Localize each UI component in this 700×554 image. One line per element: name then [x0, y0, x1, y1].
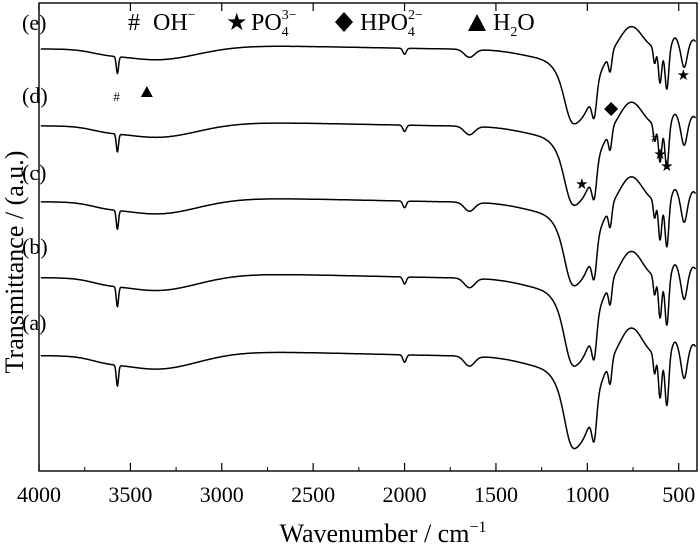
legend-triangle-marker: [468, 14, 486, 31]
legend-hash-marker: #: [128, 10, 140, 36]
annotation-hash: #: [113, 89, 120, 104]
legend-label: HPO2− 4: [360, 8, 423, 40]
series-label-a: (a): [22, 310, 46, 335]
y-axis-title: Transmittance / (a.u.): [0, 151, 29, 374]
x-axis-title: Wavenumber / cm−1: [280, 519, 487, 548]
plot-border: [38, 2, 698, 472]
spectrum-line-d: [40, 101, 697, 207]
annotation-star: ★: [660, 159, 673, 175]
x-tick-label: 4000: [17, 482, 61, 507]
annotation-star: ★: [677, 68, 690, 84]
x-tick-label: 3500: [108, 482, 152, 507]
legend-label-sub: 4: [282, 25, 289, 40]
legend-label-sup: −: [188, 8, 196, 23]
legend: # OH− ★ PO3− 4 HPO2− 4 H2O: [128, 8, 535, 40]
x-axis-title-text: Wavenumber / cm: [280, 519, 470, 548]
x-tick-label: 2500: [291, 482, 335, 507]
x-tick-label: 1000: [565, 482, 609, 507]
annotation-diamond: [604, 102, 619, 116]
x-tick-label: 500: [662, 482, 695, 507]
legend-label-sub: 4: [408, 25, 415, 40]
annotation-star: ★: [575, 177, 588, 193]
spectra-group: [40, 25, 697, 450]
series-label-e: (e): [22, 10, 46, 35]
x-tick-label: 3000: [200, 482, 244, 507]
spectrum-line-a: [40, 327, 697, 450]
series-label-d: (d): [22, 83, 48, 108]
legend-label-sup: 2−: [408, 8, 423, 23]
legend-label: H2O: [493, 10, 535, 40]
legend-label: OH−: [153, 8, 196, 36]
series-label-b: (b): [22, 234, 48, 259]
legend-label-sub: 2: [510, 25, 517, 40]
legend-label-sup: 3−: [282, 8, 297, 23]
x-tick-label: 2000: [383, 482, 427, 507]
band-annotations: #★#★★★: [113, 68, 690, 193]
x-axis-ticks: 4000 3500 3000 2500 2000 1500 1000 500: [17, 3, 695, 507]
legend-label-main: PO: [251, 10, 282, 36]
x-axis-title-sup: −1: [469, 519, 486, 536]
x-tick-label: 1500: [474, 482, 518, 507]
annotation-triangle: [140, 86, 153, 97]
spectrum-line-e: [40, 25, 697, 125]
legend-diamond-marker: [335, 12, 353, 32]
plot-frame: [38, 2, 698, 472]
spectrum-line-b: [40, 250, 697, 367]
spectrum-line-c: [40, 176, 697, 287]
legend-label: PO3− 4: [251, 8, 297, 40]
legend-label-tail: O: [517, 10, 534, 36]
legend-label-main: H: [493, 10, 510, 36]
series-label-c: (c): [22, 160, 46, 185]
legend-label-main: HPO: [360, 10, 408, 36]
legend-label-main: OH: [153, 10, 188, 36]
series-labels: (a) (b) (c) (d) (e): [22, 10, 48, 335]
legend-star-marker: ★: [226, 10, 248, 36]
annotation-hash: #: [651, 130, 658, 145]
annotation-star: ★: [653, 147, 666, 163]
